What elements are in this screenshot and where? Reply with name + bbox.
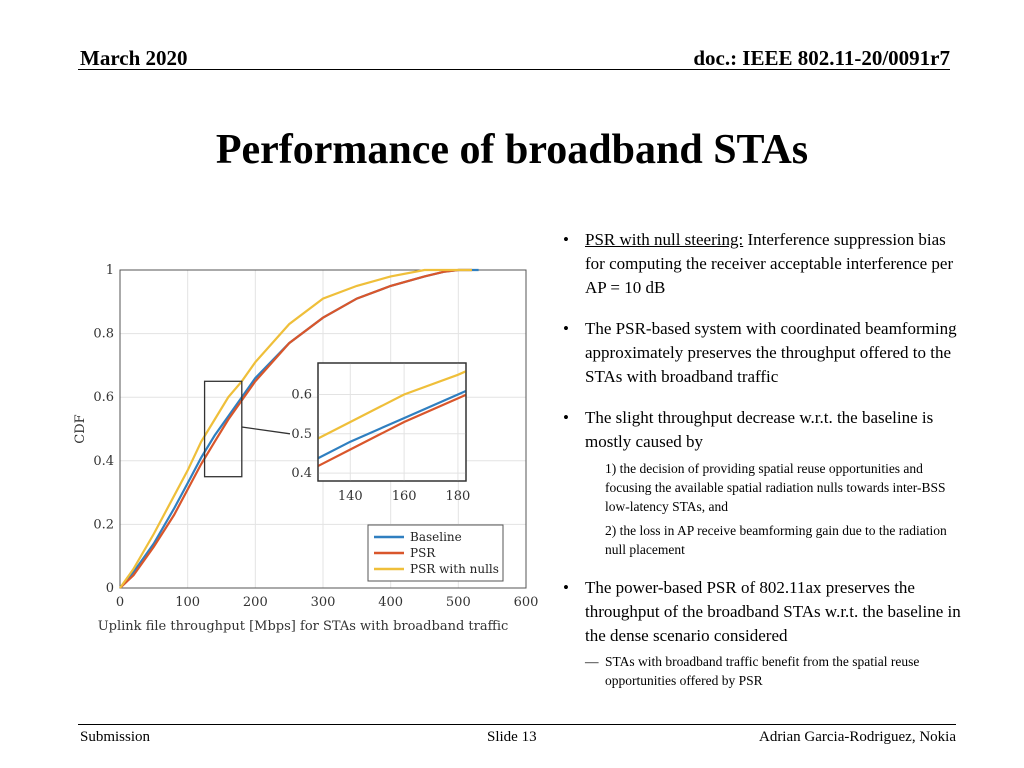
y-tick-label: 1: [106, 263, 114, 278]
zoom-connector: [241, 426, 291, 435]
inset-border: [317, 362, 467, 482]
footer-rule: [78, 724, 956, 725]
footer-submission: Submission: [80, 729, 151, 745]
y-tick-label: 0.2: [93, 517, 114, 532]
y-axis-label: CDF: [73, 414, 88, 443]
legend-label: PSR: [410, 546, 436, 560]
bullet-list: • PSR with null steering: Interference s…: [563, 228, 963, 707]
zoom-box: [203, 380, 243, 478]
cdf-chart-svg: 0 100 200 300 400 500 600 0 0.2 0.4 0.6 0.8 1 Uplink …: [73, 263, 538, 634]
bullet-throughput-decrease: • The slight throughput decrease w.r.t. …: [563, 406, 963, 559]
x-tick-label: 0: [116, 595, 124, 610]
bullet-marker: •: [563, 408, 569, 427]
sub-item-2: 2) the loss in AP receive beamforming ga…: [605, 523, 947, 557]
footer-author: Adrian Garcia-Rodriguez, Nokia: [758, 729, 956, 745]
bullet-label: PSR with null steering:: [585, 230, 744, 249]
bullet-text: The power-based PSR of 802.11ax preserve…: [585, 578, 961, 645]
inset-y-tick-label: 0.6: [291, 387, 312, 402]
zoom-rectangle: [203, 380, 243, 478]
bullet-marker: •: [563, 230, 569, 249]
series-line-psr-with-nulls: [119, 268, 472, 589]
legend-label: Baseline: [410, 530, 462, 544]
footer-slide-number: Slide 13: [487, 729, 537, 745]
inset-x-tick-label: 180: [446, 489, 471, 504]
bullet-text: Interference suppression bias for comput…: [585, 230, 954, 297]
y-tick-label: 0.6: [93, 390, 114, 405]
inset-x-tick-label: 140: [338, 489, 363, 504]
x-tick-label: 100: [175, 595, 200, 610]
bullet-text: The slight throughput decrease w.r.t. th…: [585, 408, 934, 451]
inset-y-tick-label: 0.5: [291, 427, 312, 442]
bullet-psr-null-steering: • PSR with null steering: Interference s…: [563, 228, 963, 300]
sub-item-1: 1) the decision of providing spatial reu…: [605, 461, 946, 514]
dash-marker: —: [585, 654, 599, 669]
series-line-psr: [119, 268, 472, 589]
cdf-chart: 0 100 200 300 400 500 600 0 0.2 0.4 0.6 0.8 1 Uplink …: [60, 250, 560, 645]
x-axis-label: Uplink file throughput [Mbps] for STAs w…: [98, 619, 509, 634]
y-tick-label: 0: [106, 581, 114, 596]
bullet-text: The PSR-based system with coordinated be…: [585, 319, 957, 386]
header-rule: [78, 69, 950, 70]
inset-y-tick-label: 0.4: [291, 466, 312, 481]
bullet-power-based-psr: • The power-based PSR of 802.11ax preser…: [563, 576, 963, 690]
plot-frame: [119, 269, 527, 589]
bullet-coordinated-beamforming: • The PSR-based system with coordinated …: [563, 317, 963, 389]
header-doc-id: doc.: IEEE 802.11-20/0091r7: [693, 46, 950, 70]
legend: Baseline PSR PSR with nulls: [367, 524, 504, 582]
dash-item: — STAs with broadband traffic benefit fr…: [585, 652, 963, 690]
slide-title: Performance of broadband STAs: [215, 127, 809, 173]
x-tick-label: 300: [311, 595, 336, 610]
inset-x-tick-label: 160: [392, 489, 417, 504]
inset-plot: 140 160 180 0.4 0.5 0.6: [241, 362, 471, 504]
y-tick-label: 0.4: [93, 454, 114, 469]
dash-text: STAs with broadband traffic benefit from…: [605, 654, 920, 688]
main-plot: 0 100 200 300 400 500 600 0 0.2 0.4 0.6 0.8 1 Uplink …: [73, 263, 538, 634]
y-tick-label: 0.8: [93, 327, 114, 342]
x-tick-label: 500: [446, 595, 471, 610]
x-tick-label: 200: [243, 595, 268, 610]
x-tick-label: 400: [378, 595, 403, 610]
legend-label: PSR with nulls: [410, 562, 499, 576]
bullet-marker: •: [563, 319, 569, 338]
x-tick-label: 600: [514, 595, 539, 610]
header-date: March 2020: [80, 46, 188, 70]
bullet-marker: •: [563, 578, 569, 597]
